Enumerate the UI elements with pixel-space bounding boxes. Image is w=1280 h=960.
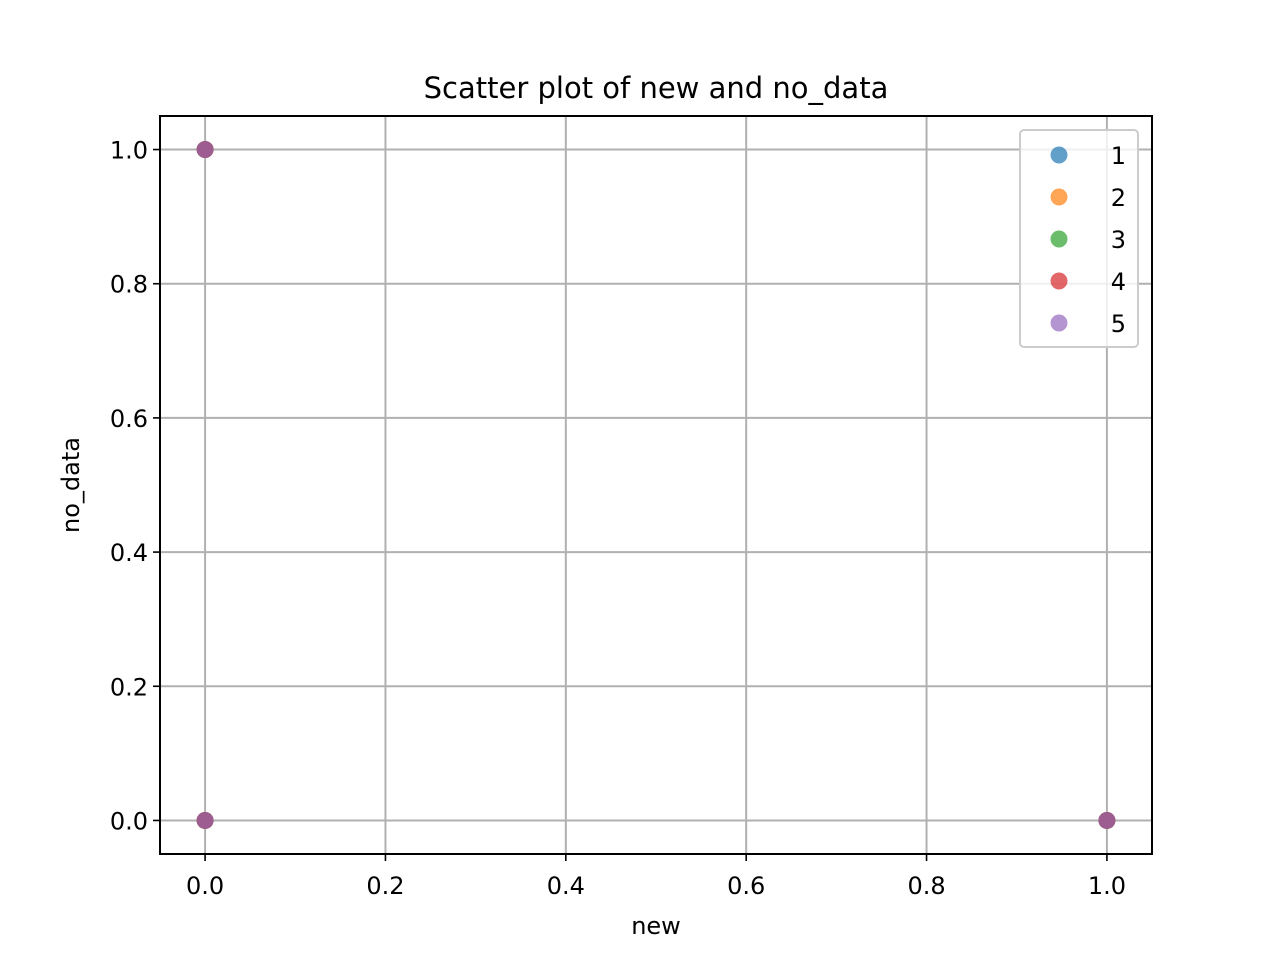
legend-label-4: 4: [1111, 268, 1126, 296]
legend-marker-5: [1050, 314, 1068, 332]
y-tick-label: 0.6: [110, 405, 148, 433]
x-tick-label: 0.0: [186, 872, 224, 900]
data-points: [196, 141, 1116, 829]
y-tick-label: 0.4: [110, 539, 148, 567]
axis-ticks: 0.0 0.2 0.4 0.6 0.8 1.0 0.0 0.2 0.4 0.6 0.8 1.0: [110, 137, 1126, 900]
legend: 1 2 3 4 5: [1019, 129, 1139, 348]
legend-box: [1019, 129, 1139, 348]
legend-label-3: 3: [1111, 226, 1126, 254]
x-tick-label: 0.2: [366, 872, 404, 900]
x-tick-label: 0.8: [907, 872, 945, 900]
legend-label-1: 1: [1111, 142, 1126, 170]
chart-title: Scatter plot of new and no_data: [424, 71, 889, 105]
x-tick-label: 0.4: [547, 872, 585, 900]
y-axis-label: no_data: [57, 437, 85, 533]
legend-label-2: 2: [1111, 184, 1126, 212]
y-tick-label: 0.8: [110, 271, 148, 299]
y-tick-label: 0.2: [110, 673, 148, 701]
y-tick-label: 0.0: [110, 807, 148, 835]
legend-marker-1: [1050, 146, 1068, 164]
x-tick-label: 1.0: [1088, 872, 1126, 900]
data-point-series-5: [196, 811, 214, 829]
data-point-series-5: [1098, 811, 1116, 829]
y-tick-label: 1.0: [110, 137, 148, 165]
x-tick-label: 0.6: [727, 872, 765, 900]
data-point-series-5: [196, 141, 214, 159]
legend-label-5: 5: [1111, 310, 1126, 338]
legend-marker-4: [1050, 272, 1068, 290]
grid: [160, 116, 1152, 854]
x-axis-label: new: [631, 912, 681, 940]
legend-marker-3: [1050, 230, 1068, 248]
plot-area-background: [160, 116, 1152, 854]
plot-frame: [159, 115, 1153, 855]
legend-marker-2: [1050, 188, 1068, 206]
